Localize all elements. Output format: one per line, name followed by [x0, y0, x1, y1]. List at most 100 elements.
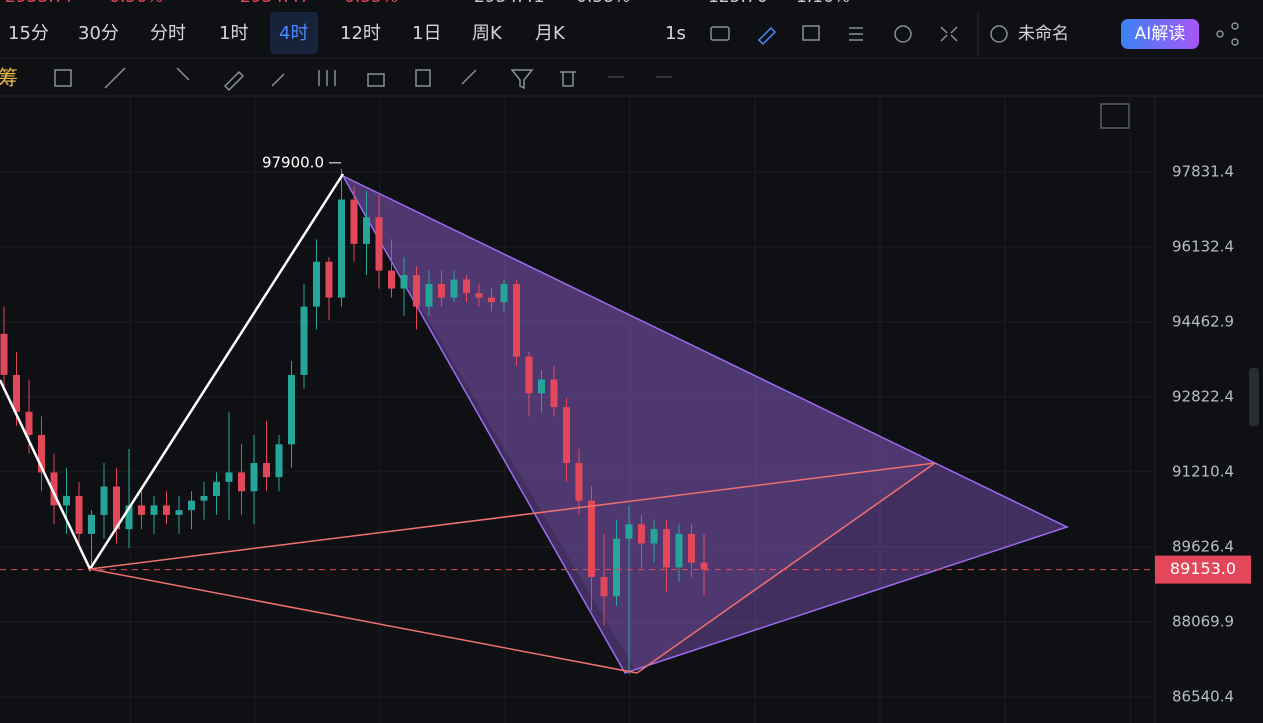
- candle-body: [488, 297, 495, 303]
- candle-body: [588, 500, 595, 577]
- y-tick-label: 96132.4: [1172, 237, 1234, 255]
- toolbar-bg: [0, 0, 1263, 96]
- candle-body: [75, 495, 83, 534]
- candle-body: [25, 411, 33, 436]
- candle-body: [550, 379, 558, 408]
- drawings: [0, 173, 936, 674]
- candle-body: [188, 500, 195, 511]
- pen-icon[interactable]: [757, 26, 777, 46]
- chip-label[interactable]: 筹: [0, 66, 18, 90]
- layout-icon[interactable]: [1100, 103, 1130, 129]
- y-tick-label: 88069.9: [1172, 612, 1234, 630]
- candle-body: [163, 505, 170, 515]
- candle-body: [150, 505, 158, 515]
- share-icon[interactable]: [1216, 30, 1224, 38]
- quote: 2933.77: [5, 0, 75, 7]
- candle-body: [313, 261, 320, 307]
- candle-body: [350, 199, 358, 244]
- trend-line: [636, 462, 936, 674]
- candle-body: [450, 279, 458, 298]
- candle-body: [650, 529, 658, 544]
- candle-body: [213, 481, 220, 496]
- timeframe-tab[interactable]: 1日: [412, 23, 441, 44]
- candle-body: [13, 374, 20, 412]
- candle-body: [225, 472, 233, 482]
- candle-body: [400, 275, 408, 289]
- candle-body: [563, 407, 570, 464]
- draw-icons[interactable]: [54, 67, 126, 89]
- candle-body: [325, 261, 333, 298]
- icon[interactable]: [802, 25, 820, 41]
- candle-body: [138, 505, 145, 515]
- timeframe-tab[interactable]: 1时: [219, 23, 248, 44]
- timeframe-tab[interactable]: 30分: [78, 23, 119, 44]
- current-price-label: 89153.0: [1170, 559, 1236, 578]
- cloud-icon[interactable]: [990, 25, 1008, 43]
- icons: [54, 22, 1259, 426]
- candle-body: [600, 576, 608, 597]
- candle-body: [38, 435, 45, 473]
- candle-body: [238, 472, 245, 492]
- candle-body: [500, 284, 508, 303]
- candle-body: [663, 529, 670, 568]
- layout-name[interactable]: 未命名: [1018, 24, 1069, 44]
- timeframe-tab[interactable]: 12时: [340, 23, 381, 44]
- candle-body: [175, 510, 183, 515]
- candle-body: [375, 217, 383, 271]
- camera-icon[interactable]: [710, 26, 730, 41]
- timeframe-tab[interactable]: 月K: [535, 23, 566, 44]
- ai-label[interactable]: AI解读: [1135, 24, 1186, 44]
- fullscreen-icon[interactable]: [940, 26, 958, 42]
- quote: -0.58%: [570, 0, 630, 7]
- quote: -0.56%: [103, 0, 163, 7]
- quote: 1.16%: [796, 0, 850, 7]
- quote: 125.76: [708, 0, 767, 7]
- candle-body: [275, 444, 283, 478]
- interval[interactable]: 1s: [665, 23, 686, 44]
- candle-body: [0, 333, 8, 375]
- y-tick-label: 92822.4: [1172, 387, 1234, 405]
- candle-body: [363, 217, 370, 244]
- timeframe-tab[interactable]: 4时: [279, 23, 308, 44]
- candle-body: [575, 463, 583, 501]
- y-tick-label: 97831.4: [1172, 162, 1234, 180]
- active-tab-bg: [270, 12, 318, 54]
- candle-body: [525, 356, 533, 394]
- candle-body: [200, 495, 208, 501]
- y-tick-label: 91210.4: [1172, 462, 1234, 480]
- candle-body: [688, 533, 695, 563]
- candle-body: [513, 284, 520, 357]
- candle-body: [675, 533, 683, 568]
- candle-body: [425, 284, 433, 307]
- candle-body: [438, 284, 445, 298]
- candle-body: [300, 306, 308, 375]
- candle-body: [413, 275, 420, 307]
- ai-button[interactable]: [1121, 19, 1199, 49]
- y-tick-label: 86540.4: [1172, 688, 1234, 706]
- timeframe-tab[interactable]: 15分: [8, 23, 49, 44]
- candle-body: [338, 199, 345, 298]
- y-tick-label: 94462.9: [1172, 312, 1234, 330]
- list-icon[interactable]: [849, 27, 863, 41]
- tool-icons[interactable]: [176, 67, 576, 92]
- pattern-triangle: [341, 174, 1069, 674]
- timeframe-tab[interactable]: 周K: [472, 23, 503, 44]
- candle-body: [263, 463, 270, 478]
- candle-body: [250, 463, 258, 492]
- candle-body: [475, 293, 483, 298]
- y-tick-label: 89626.4: [1172, 537, 1234, 555]
- candle-body: [100, 486, 108, 515]
- scroll-handle[interactable]: [1249, 368, 1259, 426]
- candle-body: [50, 472, 58, 506]
- candle-body: [613, 538, 620, 597]
- candle-body: [88, 514, 95, 534]
- price-tag: [1155, 555, 1251, 584]
- settings-icon[interactable]: [894, 25, 912, 43]
- trend-line: [89, 462, 936, 570]
- peak-label: 97900.0: [262, 153, 324, 171]
- quote: 2934.41: [474, 0, 544, 7]
- quote: 2934.47: [240, 0, 310, 7]
- timeframe-tab[interactable]: 分时: [150, 23, 186, 44]
- candle-body: [700, 562, 708, 570]
